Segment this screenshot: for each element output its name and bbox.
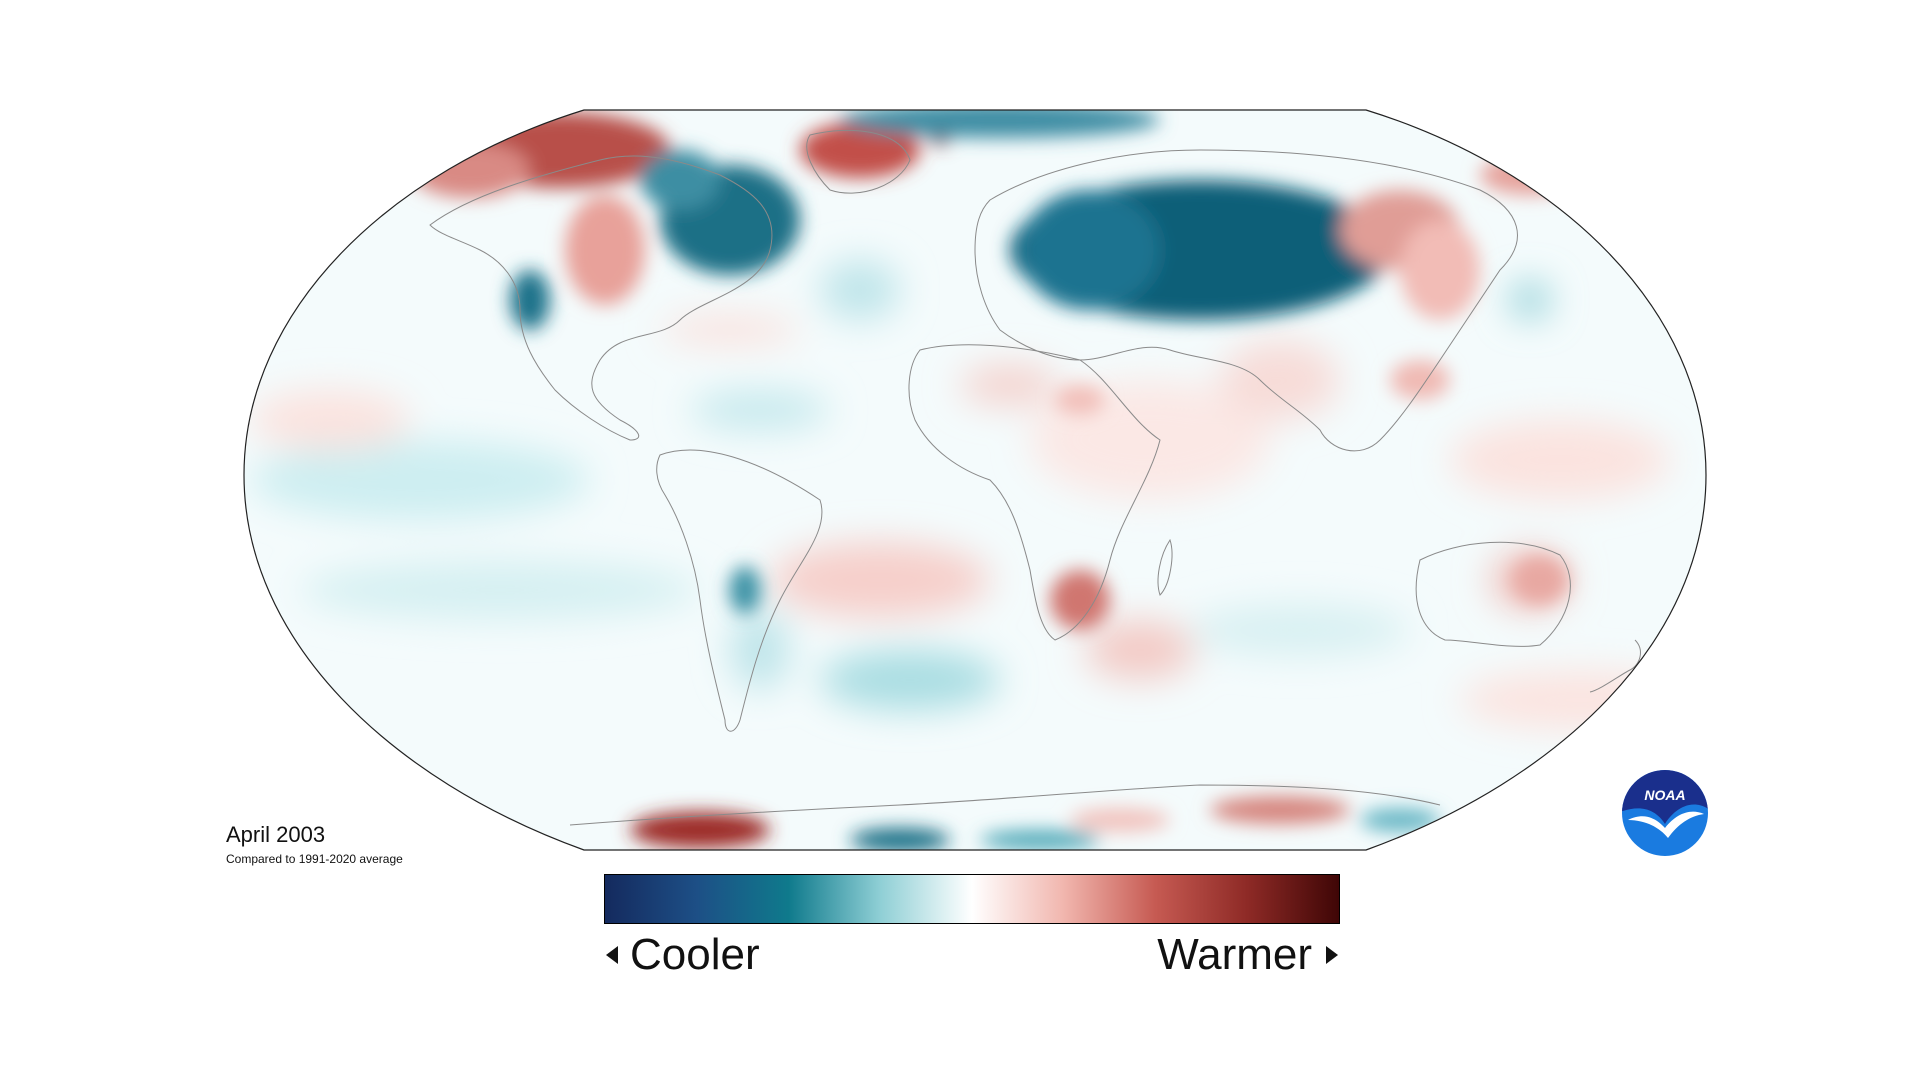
colorbar xyxy=(604,874,1340,924)
warmer-label: Warmer xyxy=(1157,930,1338,980)
left-arrow-icon xyxy=(606,946,618,964)
warmer-text: Warmer xyxy=(1157,930,1312,979)
coastlines xyxy=(429,129,1641,826)
map-frame xyxy=(243,109,1707,851)
cooler-text: Cooler xyxy=(630,930,760,979)
anomaly-field xyxy=(244,110,1706,850)
logo-text: NOAA xyxy=(1644,787,1685,803)
noaa-logo-icon: NOAA xyxy=(1620,768,1710,858)
baseline-label: Compared to 1991-2020 average xyxy=(226,852,403,866)
cooler-label: Cooler xyxy=(606,930,760,980)
right-arrow-icon xyxy=(1326,946,1338,964)
date-label: April 2003 xyxy=(226,822,326,847)
